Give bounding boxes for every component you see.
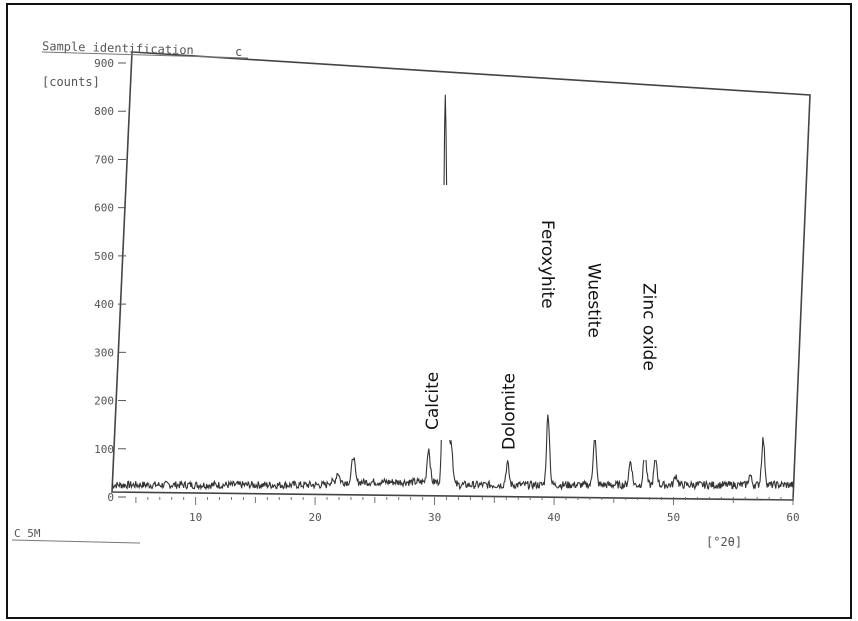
phase-annotations: Calcite Dolomite Feroxyhite Wuestite Zinc ox…	[403, 185, 679, 460]
x-tick-label: 60	[786, 511, 799, 524]
y-tick-label: 900	[94, 57, 114, 70]
annotation-box	[403, 185, 462, 440]
phase-label: Feroxyhite	[537, 220, 557, 309]
chart-title-suffix: c	[235, 45, 242, 59]
corner-label: C 5M	[14, 527, 41, 540]
x-tick-label: 40	[547, 511, 560, 524]
y-tick-label: 200	[94, 395, 114, 408]
y-tick-label: 300	[94, 346, 114, 359]
diffraction-pattern-line	[111, 94, 794, 491]
x-axis-label: [°2θ]	[706, 535, 742, 549]
x-tick-label: 20	[308, 511, 321, 524]
phase-label: Wuestite	[584, 263, 604, 338]
annotation-box	[528, 212, 569, 412]
phase-label: Zinc oxide	[639, 283, 659, 371]
x-tick-label: 50	[667, 511, 680, 524]
y-tick-label: 500	[94, 250, 114, 263]
y-tick-label: 100	[94, 443, 114, 456]
phase-label: Calcite	[423, 372, 443, 430]
y-tick-label: 400	[94, 298, 114, 311]
phase-label: Dolomite	[500, 373, 520, 450]
x-tick-label: 30	[428, 511, 441, 524]
y-tick-label: 0	[107, 491, 114, 504]
y-tick-label: 700	[94, 153, 114, 166]
annotation-box	[620, 275, 679, 460]
annotation-box	[479, 320, 538, 460]
chart-title: Sample identification	[42, 39, 194, 57]
x-tick-label: 10	[189, 511, 202, 524]
title-underline	[41, 51, 249, 59]
y-axis-label: [counts]	[42, 75, 100, 89]
y-tick-label: 600	[94, 202, 114, 215]
x-ticks: 10 20 30 40 50 60	[135, 497, 800, 524]
annotation-box	[569, 255, 620, 440]
y-ticks: 0 100 200 300 400 500 600 700 800 900	[94, 57, 126, 504]
corner-underline	[11, 539, 141, 544]
y-tick-label: 800	[94, 105, 114, 118]
